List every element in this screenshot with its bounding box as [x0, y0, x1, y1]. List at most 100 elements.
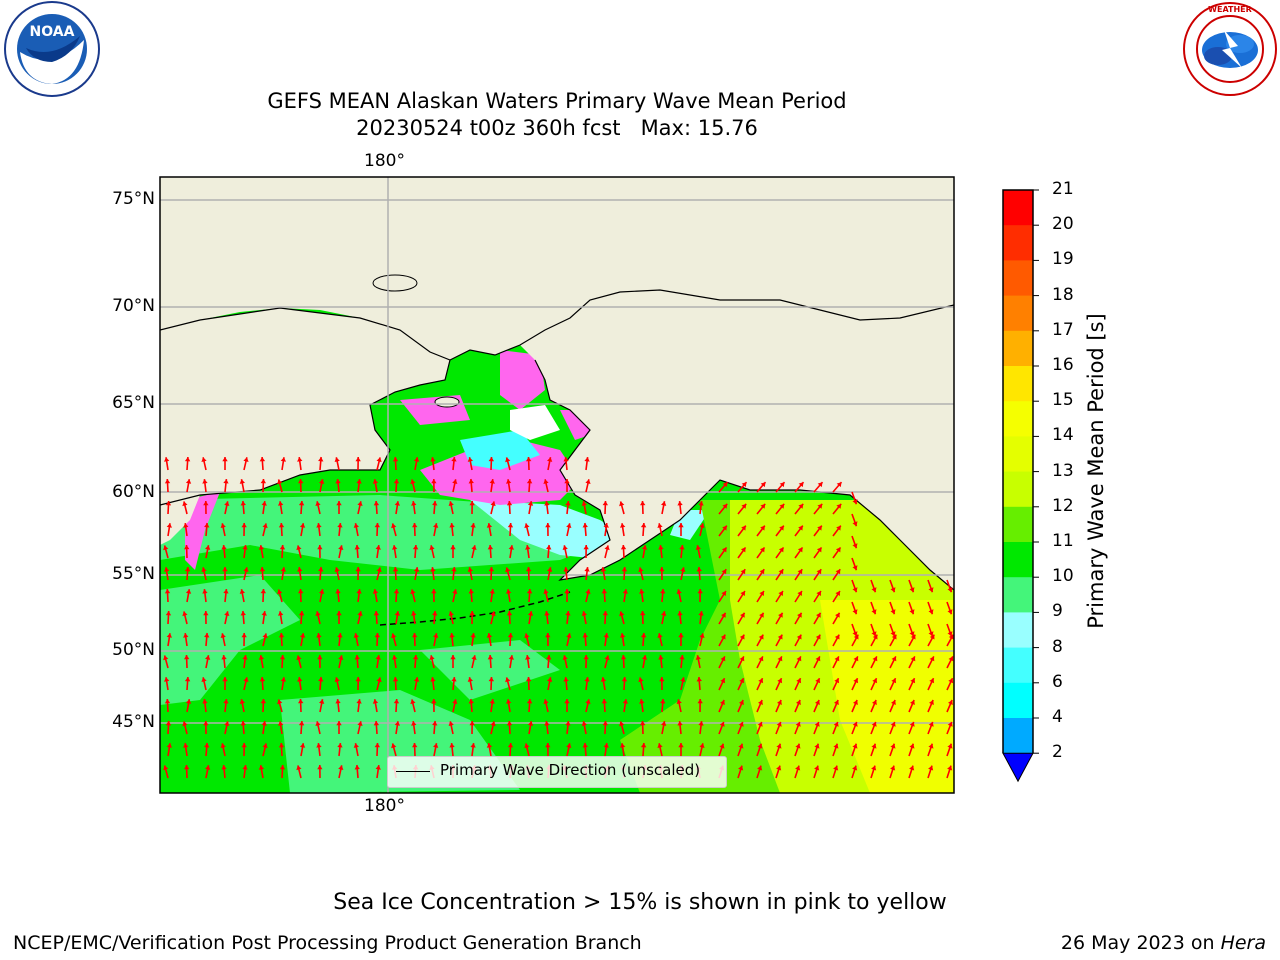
wave-direction-arrowhead: [834, 634, 840, 640]
wave-direction-arrowhead: [622, 589, 628, 594]
wave-direction-arrowhead: [489, 699, 495, 704]
wave-direction-arrowhead: [318, 457, 324, 462]
wave-direction-arrowhead: [356, 479, 362, 484]
wave-direction-arrowhead: [241, 523, 247, 528]
wave-direction-arrowhead: [677, 611, 683, 616]
wave-direction-arrowhead: [429, 545, 435, 550]
wave-direction-arrowhead: [564, 699, 570, 704]
wave-direction-arrowhead: [524, 523, 530, 529]
wave-direction-arrowhead: [259, 457, 266, 462]
wave-direction-arrowhead: [316, 633, 322, 638]
wave-direction-arrowhead: [740, 547, 746, 553]
wave-direction-arrowhead: [524, 743, 530, 749]
wave-direction-arrowhead: [564, 479, 570, 484]
wave-direction-arrowhead: [585, 699, 591, 704]
wave-direction-arrowhead: [297, 567, 303, 572]
wave-direction-arrowhead: [431, 589, 437, 594]
wave-direction-arrowhead: [852, 521, 858, 527]
wave-direction-arrowhead: [467, 677, 473, 682]
lat-label-55: 55°N: [112, 564, 155, 584]
lat-label-70: 70°N: [112, 296, 155, 316]
wave-direction-arrowhead: [619, 721, 625, 727]
wave-direction-arrowhead: [835, 547, 841, 553]
colorbar-tick-label: 14: [1052, 425, 1074, 446]
wave-direction-arrowhead: [318, 677, 324, 682]
wave-direction-arrowhead: [376, 457, 382, 463]
footer-host: Hera: [1220, 932, 1266, 954]
wave-direction-arrowhead: [239, 479, 245, 484]
wave-direction-arrowhead: [373, 611, 380, 616]
wave-direction-arrowhead: [241, 743, 247, 748]
map-title: GEFS MEAN Alaskan Waters Primary Wave Me…: [267, 89, 847, 113]
colorbar-segment: [1003, 612, 1033, 649]
wave-direction-arrowhead: [488, 457, 494, 462]
wave-direction-arrowhead: [296, 765, 302, 771]
wave-direction-arrowhead: [758, 678, 764, 684]
colorbar-label: Primary Wave Mean Period [s]: [1084, 313, 1108, 629]
wave-direction-arrowhead: [928, 609, 934, 615]
wave-direction-arrowhead: [335, 699, 341, 704]
wave-direction-arrowhead: [638, 677, 644, 683]
wave-direction-arrowhead: [354, 545, 360, 550]
wave-direction-arrowhead: [721, 612, 726, 618]
wave-direction-arrowhead: [678, 743, 684, 748]
wave-direction-arrowhead: [581, 721, 587, 726]
wave-direction-arrowhead: [759, 547, 765, 553]
wave-direction-arrowhead: [584, 677, 590, 682]
wave-direction-arrowhead: [657, 633, 663, 638]
wave-direction-arrowhead: [356, 699, 362, 704]
lat-label-50: 50°N: [112, 640, 155, 660]
wave-direction-arrowhead: [468, 699, 474, 704]
wave-direction-arrowhead: [205, 545, 211, 550]
wave-direction-arrowhead: [757, 743, 763, 749]
sea-ice-region: [420, 440, 580, 505]
wave-direction-arrowhead: [432, 611, 438, 616]
sea-ice-caption: Sea Ice Concentration > 15% is shown in …: [333, 890, 947, 915]
wave-direction-arrowhead: [296, 545, 302, 551]
wave-direction-arrowhead: [722, 503, 728, 509]
wave-direction-arrowhead: [337, 523, 343, 528]
wave-direction-arrowhead: [547, 567, 553, 572]
wave-direction-arrowhead: [697, 699, 703, 704]
wave-direction-arrowhead: [336, 721, 342, 726]
wave-direction-arrowhead: [279, 765, 286, 770]
wave-direction-arrowhead: [640, 721, 646, 726]
wave-direction-arrowhead: [375, 545, 381, 550]
wave-direction-arrowhead: [372, 699, 379, 704]
wave-direction-arrowhead: [600, 677, 607, 682]
wave-direction-arrowhead: [298, 611, 305, 616]
wave-direction-arrowhead: [220, 633, 226, 638]
wave-direction-arrowhead: [798, 482, 804, 488]
wave-direction-arrowhead: [795, 721, 801, 727]
wave-direction-arrowhead: [486, 523, 493, 528]
wave-direction-arrowhead: [353, 633, 359, 638]
wave-direction-arrowhead: [928, 587, 934, 593]
wave-direction-arrowhead: [506, 479, 512, 484]
wave-direction-arrowhead: [261, 611, 267, 616]
wave-direction-arrowhead: [393, 699, 400, 704]
footer-left: NCEP/EMC/Verification Post Processing Pr…: [13, 932, 642, 954]
wave-direction-arrowhead: [928, 721, 934, 727]
wave-direction-arrowhead: [431, 699, 437, 704]
colorbar-segment: [1003, 471, 1033, 508]
wave-direction-arrowhead: [448, 501, 454, 506]
wave-direction-arrowhead: [584, 567, 590, 572]
wave-direction-arrowhead: [373, 501, 380, 506]
wave-direction-arrowhead: [679, 545, 685, 550]
wave-direction-arrowhead: [928, 765, 934, 771]
wave-direction-arrowhead: [184, 567, 191, 572]
wave-direction-arrowhead: [470, 743, 476, 748]
island-st-lawrence: [434, 396, 460, 408]
wave-direction-arrowhead: [891, 634, 897, 640]
wave-direction-arrowhead: [797, 612, 802, 618]
wave-direction-arrowhead: [316, 743, 322, 748]
wave-direction-arrowhead: [298, 699, 304, 704]
wave-direction-arrowhead: [909, 609, 915, 615]
wave-direction-arrowhead: [505, 567, 511, 573]
wave-direction-arrowhead: [452, 589, 458, 594]
wave-direction-arrowhead: [488, 567, 494, 572]
wave-direction-arrowhead: [261, 721, 267, 726]
wave-direction-arrowhead: [204, 633, 210, 638]
colorbar-segment: [1003, 225, 1033, 261]
wave-direction-arrowhead: [546, 545, 552, 550]
